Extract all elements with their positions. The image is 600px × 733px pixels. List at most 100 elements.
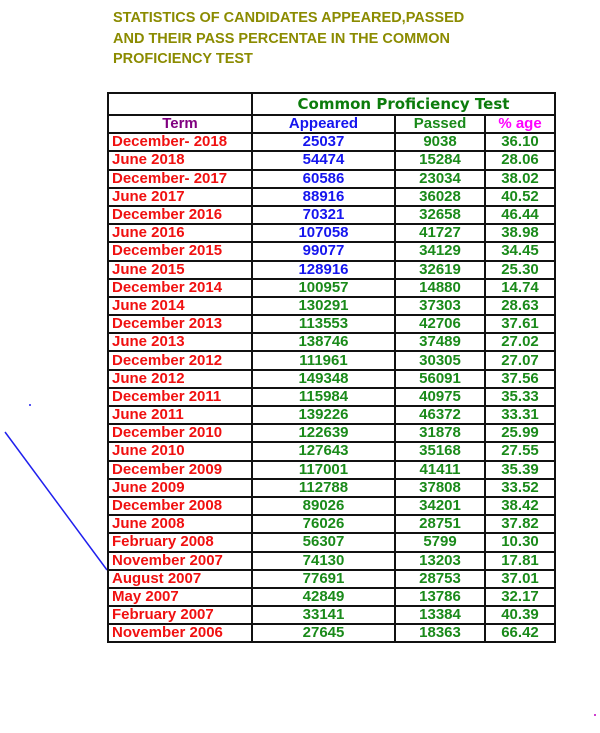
percentage-cell: 35.39 [484,459,556,480]
appeared-cell: 112788 [251,477,396,498]
header-appeared: Appeared [251,113,396,135]
table-row: November 2006 27645 18363 66.42 [107,623,556,644]
passed-cell: 56091 [394,368,486,389]
ink-dot [594,714,596,716]
table-row: August 2007 77691 28753 37.01 [107,568,556,589]
passed-cell: 41727 [394,223,486,244]
appeared-cell: 113553 [251,314,396,335]
passed-cell: 13203 [394,550,486,571]
passed-cell: 32658 [394,204,486,226]
passed-cell: 37489 [394,332,486,353]
term-cell: June 2014 [107,295,253,317]
appeared-cell: 77691 [251,568,396,589]
term-cell: December 2014 [107,277,253,298]
passed-cell: 41411 [394,459,486,480]
passed-cell: 34129 [394,241,486,262]
term-cell: June 2009 [107,477,253,498]
percentage-cell: 28.06 [484,150,556,171]
term-cell: June 2010 [107,441,253,462]
percentage-cell: 28.63 [484,295,556,317]
passed-cell: 34201 [394,495,486,517]
percentage-cell: 17.81 [484,550,556,571]
percentage-cell: 32.17 [484,586,556,608]
table-row: June 2013 138746 37489 27.02 [107,332,556,353]
percentage-cell: 34.45 [484,241,556,262]
passed-cell: 42706 [394,314,486,335]
term-cell: November 2006 [107,623,253,644]
term-cell: December- 2017 [107,168,253,189]
appeared-cell: 138746 [251,332,396,353]
appeared-cell: 122639 [251,423,396,444]
appeared-cell: 42849 [251,586,396,608]
term-cell: December 2008 [107,495,253,517]
percentage-cell: 40.39 [484,605,556,626]
table-row: December 2013 113553 42706 37.61 [107,314,556,335]
table-row: December 2010 122639 31878 25.99 [107,423,556,444]
passed-cell: 36028 [394,186,486,207]
table-row: June 2010 127643 35168 27.55 [107,441,556,462]
appeared-cell: 139226 [251,404,396,426]
percentage-cell: 37.56 [484,368,556,389]
passed-cell: 35168 [394,441,486,462]
blue-stroke [4,431,108,571]
appeared-cell: 60586 [251,168,396,189]
percentage-cell: 40.52 [484,186,556,207]
percentage-cell: 46.44 [484,204,556,226]
term-cell: December 2012 [107,350,253,371]
term-cell: June 2017 [107,186,253,207]
percentage-cell: 36.10 [484,132,556,153]
passed-cell: 28753 [394,568,486,589]
term-cell: August 2007 [107,568,253,589]
percentage-cell: 33.31 [484,404,556,426]
table-row: May 2007 42849 13786 32.17 [107,586,556,608]
table-row: June 2016 107058 41727 38.98 [107,223,556,244]
table-row: December 2012 111961 30305 27.07 [107,350,556,371]
percentage-cell: 25.30 [484,259,556,280]
table-row: November 2007 74130 13203 17.81 [107,550,556,571]
table-row: December- 2017 60586 23034 38.02 [107,168,556,189]
passed-cell: 31878 [394,423,486,444]
appeared-cell: 130291 [251,295,396,317]
group-header: Common Proficiency Test [251,92,556,116]
passed-cell: 40975 [394,386,486,408]
appeared-cell: 115984 [251,386,396,408]
passed-cell: 13384 [394,605,486,626]
appeared-cell: 54474 [251,150,396,171]
table-row: December 2014 100957 14880 14.74 [107,277,556,298]
appeared-cell: 89026 [251,495,396,517]
column-header-row: Term Appeared Passed % age [107,113,556,135]
appeared-cell: 107058 [251,223,396,244]
appeared-cell: 70321 [251,204,396,226]
appeared-cell: 33141 [251,605,396,626]
percentage-cell: 27.55 [484,441,556,462]
passed-cell: 5799 [394,532,486,553]
table-row: February 2008 56307 5799 10.30 [107,532,556,553]
table-row: June 2014 130291 37303 28.63 [107,295,556,317]
percentage-cell: 37.82 [484,514,556,535]
percentage-cell: 25.99 [484,423,556,444]
term-cell: June 2012 [107,368,253,389]
passed-cell: 13786 [394,586,486,608]
table-row: June 2017 88916 36028 40.52 [107,186,556,207]
table-row: December 2015 99077 34129 34.45 [107,241,556,262]
appeared-cell: 74130 [251,550,396,571]
percentage-cell: 27.02 [484,332,556,353]
term-cell: June 2018 [107,150,253,171]
appeared-cell: 25037 [251,132,396,153]
header-percentage: % age [484,113,556,135]
percentage-cell: 35.33 [484,386,556,408]
term-cell: May 2007 [107,586,253,608]
term-cell: December 2011 [107,386,253,408]
appeared-cell: 128916 [251,259,396,280]
term-cell: December 2016 [107,204,253,226]
appeared-cell: 99077 [251,241,396,262]
appeared-cell: 88916 [251,186,396,207]
table-row: December 2016 70321 32658 46.44 [107,204,556,226]
appeared-cell: 100957 [251,277,396,298]
table-row: June 2011 139226 46372 33.31 [107,404,556,426]
header-term: Term [107,113,253,135]
table-row: June 2008 76026 28751 37.82 [107,514,556,535]
appeared-cell: 127643 [251,441,396,462]
term-cell: December 2015 [107,241,253,262]
